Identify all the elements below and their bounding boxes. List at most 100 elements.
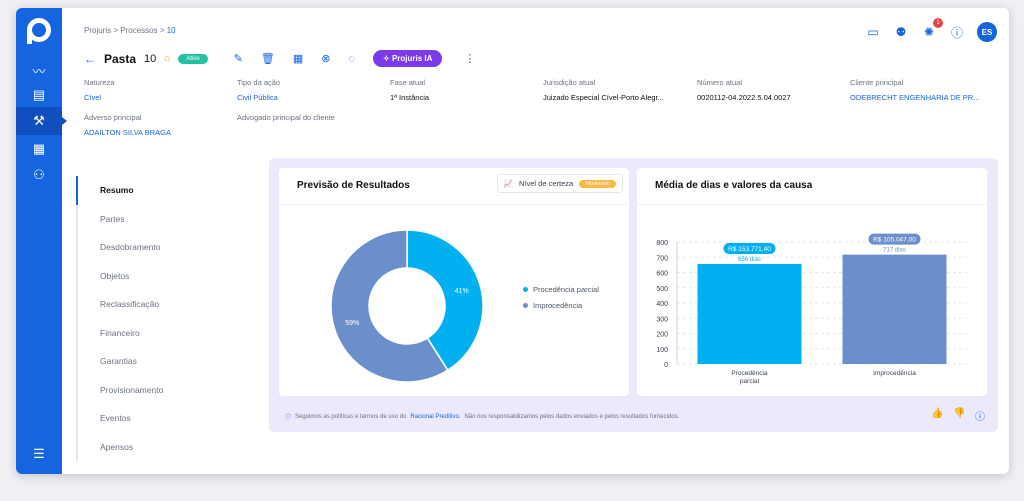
money-pill: [868, 233, 921, 245]
tab-financeiro[interactable]: Financeiro: [100, 327, 140, 338]
x-tick-label: Improcedência: [873, 370, 916, 377]
field-value: Juizado Especial Cível-Porto Alegr...: [543, 93, 664, 102]
field-label: Adverso principal: [84, 113, 142, 122]
money-label: R$ 153.771,40: [728, 246, 771, 253]
projuris-ia-label: Projuris IA: [391, 54, 433, 63]
legend-label: Improcedência: [533, 301, 583, 310]
trash-icon[interactable]: 🗑: [260, 53, 275, 65]
days-label: 717 dias: [883, 248, 906, 254]
more-vertical-icon[interactable]: ⋮: [464, 53, 476, 65]
disclaimer-text-start: Seguimos as políticas e termos de uso do: [295, 413, 407, 420]
avatar[interactable]: ES: [977, 22, 997, 42]
calculator-icon[interactable]: ▦: [292, 53, 304, 65]
tab-resumo[interactable]: Resumo: [76, 176, 163, 205]
money-pill: [723, 242, 776, 254]
field-value[interactable]: ADAILTON SILVA BRAGA: [84, 128, 171, 137]
donut-legend: Procedência parcial Improcedência: [523, 285, 599, 317]
tab-garantias[interactable]: Garantias: [100, 356, 137, 367]
y-tick-label: 700: [656, 255, 668, 262]
legend-swatch: [523, 303, 528, 308]
field-advogado: Advogado principal do cliente: [237, 113, 397, 128]
x-tick-label: parcial: [740, 378, 760, 385]
donut-slice: [406, 229, 484, 372]
top-toolbar: ▭ ⚉ ✺ 1 ⓘ ES: [865, 18, 997, 42]
section-tabs: Resumo Partes Desdobramento Objetos Recl…: [76, 176, 163, 461]
logo: [27, 18, 51, 44]
gavel-icon[interactable]: ⚒: [16, 107, 67, 135]
tab-provisionamento[interactable]: Provisionamento: [100, 384, 164, 395]
help-circle-icon[interactable]: ⓘ: [975, 412, 985, 423]
tab-reclassificacao[interactable]: Reclassificação: [100, 299, 160, 310]
dashboard-icon[interactable]: 〰: [32, 63, 46, 79]
legend-item: Improcedência: [523, 301, 599, 310]
breadcrumb: Projuris > Processos > 10: [84, 26, 176, 35]
legend-label: Procedência parcial: [533, 285, 599, 294]
field-value[interactable]: Cível: [84, 93, 102, 102]
breadcrumb-current: 10: [166, 26, 176, 35]
bar: [842, 254, 947, 364]
slice-label: 41%: [455, 288, 469, 295]
prediction-title: Previsão de Resultados: [297, 180, 410, 191]
prediction-card: Previsão de Resultados 📈 Nível de certez…: [279, 168, 629, 396]
field-value[interactable]: ODEBRECHT ENGENHARIA DE PR...: [850, 93, 980, 102]
users-icon[interactable]: ⚉: [895, 25, 907, 39]
money-label: R$ 105.047,00: [873, 237, 916, 244]
certainty-label: Nível de certeza: [519, 179, 574, 188]
app-window: 〰 ▤ ⚒ ▦ ⚇ ☰ Projuris > Processos > 10 ▭ …: [16, 8, 1009, 474]
y-tick-label: 0: [664, 362, 668, 369]
chat-icon[interactable]: ◌: [348, 52, 356, 65]
x-tick-label: Procedência: [731, 370, 768, 377]
field-jurisdicao: Jurisdição atual Juizado Especial Cível-…: [543, 78, 688, 102]
calculator-icon[interactable]: ▦: [32, 141, 46, 156]
field-numero-atual: Número atual 0020112-04.2022.5.04.0027: [697, 78, 842, 102]
y-tick-label: 300: [656, 316, 668, 323]
thumbs-down-icon[interactable]: 👎: [953, 408, 966, 419]
y-tick-label: 800: [656, 240, 668, 247]
field-label: Número atual: [697, 78, 743, 87]
tab-partes[interactable]: Partes: [100, 213, 125, 224]
edit-icon[interactable]: ✎: [233, 53, 243, 65]
tab-objetos[interactable]: Objetos: [100, 270, 130, 281]
projuris-ia-button[interactable]: ✧ Projuris IA: [373, 50, 443, 67]
close-circle-icon[interactable]: ⊗: [321, 53, 331, 65]
media-card: Média de dias e valores da causa 800 700 6…: [637, 168, 987, 396]
status-badge: Ativo: [178, 53, 208, 64]
lightbulb-icon[interactable]: ✺ 1: [921, 18, 943, 40]
page-title: Pasta: [104, 51, 137, 66]
y-tick-label: 600: [656, 271, 668, 278]
y-tick-label: 400: [656, 301, 668, 308]
folder-number: 10: [144, 52, 157, 65]
field-label: Advogado principal do cliente: [237, 113, 335, 122]
field-value: 1ª Instância: [390, 93, 430, 102]
tab-apensos[interactable]: Apensos: [100, 441, 134, 452]
sidebar: 〰 ▤ ⚒ ▦ ⚇ ☰: [16, 8, 67, 474]
breadcrumb-root[interactable]: Projuris: [84, 26, 112, 35]
help-icon[interactable]: ⓘ: [950, 25, 963, 40]
field-label: Cliente principal: [850, 78, 904, 87]
field-adverso: Adverso principal ADAILTON SILVA BRAGA: [84, 113, 224, 137]
bank-icon[interactable]: ⌂: [164, 53, 171, 64]
breadcrumb-section[interactable]: Processos: [120, 26, 158, 35]
document-icon[interactable]: ▤: [32, 87, 46, 102]
settings-sliders-icon[interactable]: ☰: [33, 446, 45, 461]
trend-icon: 📈: [503, 179, 514, 188]
disclaimer: ⓘ Seguimos as políticas e termos de uso …: [285, 412, 680, 422]
field-value: 0020112-04.2022.5.04.0027: [697, 93, 791, 102]
certainty-indicator: 📈 Nível de certeza Moderado: [496, 174, 623, 193]
workflow-icon[interactable]: ⚇: [33, 167, 45, 182]
back-arrow-icon[interactable]: ←: [84, 51, 96, 66]
calendar-icon[interactable]: ▭: [867, 25, 879, 39]
media-title: Média de dias e valores da causa: [655, 180, 813, 191]
info-icon: ⓘ: [285, 415, 292, 421]
disclaimer-text-end: Não nos responsabilizamos pelos dados en…: [464, 413, 680, 420]
tab-eventos[interactable]: Eventos: [100, 413, 131, 424]
prediction-panel: Previsão de Resultados 📈 Nível de certez…: [269, 158, 998, 432]
card-divider: [637, 204, 987, 205]
y-tick-label: 500: [656, 286, 668, 293]
field-value[interactable]: Civil Pública: [237, 93, 278, 102]
slice-label: 59%: [345, 320, 359, 327]
thumbs-up-icon[interactable]: 👍: [931, 408, 944, 419]
y-tick-label: 100: [656, 347, 668, 354]
tab-desdobramento[interactable]: Desdobramento: [100, 242, 161, 253]
racional-preditivo-link[interactable]: Racional Preditivo.: [410, 413, 461, 420]
